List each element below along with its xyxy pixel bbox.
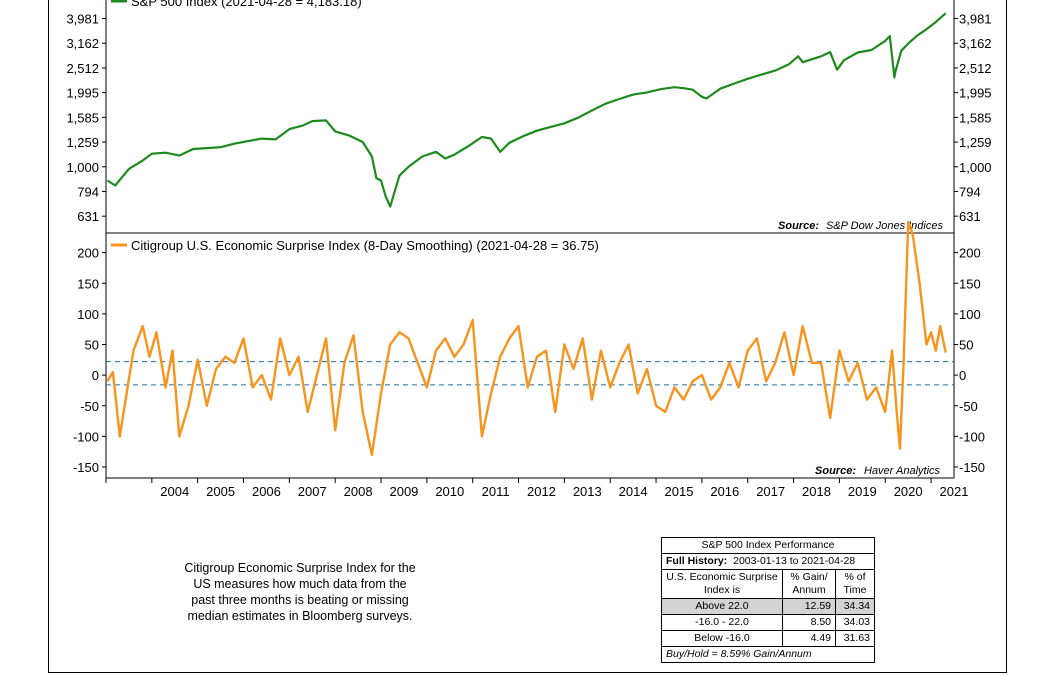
row-label: Below -16.0	[661, 630, 783, 647]
sp500-tick-label: 1,995	[66, 86, 99, 101]
index-description: Citigroup Economic Surprise Index for th…	[184, 561, 416, 623]
sp500-tick-label-right: 2,512	[959, 61, 992, 76]
sp500-tick-label: 1,000	[66, 160, 99, 175]
surprise-tick-label: -50	[80, 399, 99, 414]
x-tick-label: 2009	[389, 484, 418, 499]
sp500-tick-label: 2,512	[66, 61, 99, 76]
sp500-tick-label: 631	[77, 209, 99, 224]
row-gain: 8.50	[782, 614, 836, 631]
surprise-tick-label: -100	[73, 429, 99, 444]
sp500-y-axis: 631 631 794 794 1,000 1,000 1,259 1,259 1,585 1,5…	[66, 12, 991, 225]
row-time: 34.34	[835, 598, 875, 615]
surprise-tick-label-right: -50	[959, 399, 978, 414]
history-label: Full History:	[666, 555, 728, 567]
sp500-tick-label: 3,981	[66, 12, 99, 27]
sp500-source-label: Source:	[778, 220, 819, 232]
table-row: Above 22.0 12.59 34.34	[661, 598, 875, 615]
sp500-tick-label: 3,162	[66, 36, 99, 51]
x-tick-label: 2008	[344, 484, 373, 499]
x-tick-label: 2007	[298, 484, 327, 499]
x-tick-label: 2017	[756, 484, 785, 499]
performance-table: S&P 500 Index Performance Full History: …	[661, 537, 875, 663]
row-time: 34.03	[835, 614, 875, 631]
x-tick-label: 2021	[940, 484, 969, 499]
row-label: -16.0 - 22.0	[661, 614, 783, 631]
sp500-tick-label-right: 1,259	[959, 135, 992, 150]
sp500-tick-label-right: 631	[959, 209, 981, 224]
surprise-tick-label-right: 100	[959, 307, 981, 322]
table-footer: Buy/Hold = 8.59% Gain/Annum	[661, 646, 875, 663]
sp500-tick-label-right: 1,995	[959, 86, 992, 101]
sp500-legend: S&P 500 Index (2021-04-28 = 4,183.18)	[111, 0, 362, 9]
x-tick-label: 2006	[252, 484, 281, 499]
table-row: -16.0 - 22.0 8.50 34.03	[661, 614, 875, 631]
sp500-tick-label-right: 1,585	[959, 110, 992, 125]
col-header-time: % of Time	[835, 569, 875, 599]
x-tick-label: 2011	[482, 484, 510, 499]
surprise-tick-label-right: -100	[959, 429, 985, 444]
surprise-source-label: Source:	[815, 465, 856, 477]
history-range: 2003-01-13 to 2021-04-28	[733, 555, 856, 567]
surprise-tick-label-right: 150	[959, 276, 981, 291]
col-header-gain: % Gain/ Annum	[782, 569, 836, 599]
surprise-legend: Citigroup U.S. Economic Surprise Index (…	[111, 238, 599, 253]
x-tick-label: 2016	[710, 484, 739, 499]
surprise-line	[106, 220, 947, 456]
x-tick-label: 2012	[527, 484, 556, 499]
surprise-panel	[105, 232, 955, 479]
x-tick-label: 2005	[206, 484, 235, 499]
table-history: Full History: 2003-01-13 to 2021-04-28	[661, 553, 875, 570]
sp500-tick-label-right: 3,981	[959, 12, 992, 27]
surprise-tick-label: 150	[77, 276, 99, 291]
x-tick-label: 2019	[848, 484, 877, 499]
surprise-legend-label: Citigroup U.S. Economic Surprise Index (…	[131, 238, 599, 253]
surprise-tick-label: 0	[92, 368, 99, 383]
x-tick-label: 2015	[665, 484, 694, 499]
surprise-tick-label: -150	[73, 460, 99, 475]
row-gain: 12.59	[782, 598, 836, 615]
surprise-tick-label: 100	[77, 307, 99, 322]
col-header-index: U.S. Economic Surprise Index is	[661, 569, 783, 599]
sp500-tick-label: 1,585	[66, 110, 99, 125]
x-tick-label: 2010	[435, 484, 464, 499]
x-tick-label: 2020	[894, 484, 923, 499]
table-row: Below -16.0 4.49 31.63	[661, 630, 875, 647]
sp500-line	[106, 12, 947, 208]
x-tick-label: 2014	[619, 484, 648, 499]
surprise-tick-label-right: 0	[959, 368, 966, 383]
sp500-panel	[105, 0, 955, 234]
surprise-tick-label-right: 200	[959, 246, 981, 261]
sp500-tick-label-right: 794	[959, 185, 981, 200]
row-time: 31.63	[835, 630, 875, 647]
x-tick-label: 2013	[573, 484, 602, 499]
sp500-source-value: S&P Dow Jones Indices	[826, 220, 943, 232]
row-gain: 4.49	[782, 630, 836, 647]
surprise-tick-label: 50	[85, 338, 99, 353]
sp500-legend-label: S&P 500 Index (2021-04-28 = 4,183.18)	[131, 0, 362, 9]
x-tick-label: 2018	[802, 484, 831, 499]
chart-frame	[48, 0, 1007, 673]
surprise-tick-label-right: 50	[959, 338, 973, 353]
table-title: S&P 500 Index Performance	[661, 537, 875, 554]
sp500-tick-label: 794	[77, 185, 99, 200]
surprise-source-value: Haver Analytics	[864, 465, 941, 477]
surprise-tick-label: 200	[77, 246, 99, 261]
x-tick-label: 2004	[160, 484, 189, 499]
surprise-tick-label-right: -150	[959, 460, 985, 475]
surprise-y-axis: 200 200 150 150 100 100 50 50 0 0 -50 -50 -100 -100 -1…	[73, 246, 985, 475]
sp500-tick-label: 1,259	[66, 135, 99, 150]
sp500-tick-label-right: 1,000	[959, 160, 992, 175]
row-label: Above 22.0	[661, 598, 783, 615]
x-axis: 2004 2005 2006 2007 2008 2009 2010 2011 2012 2013…	[105, 478, 969, 499]
sp500-tick-label-right: 3,162	[959, 36, 992, 51]
